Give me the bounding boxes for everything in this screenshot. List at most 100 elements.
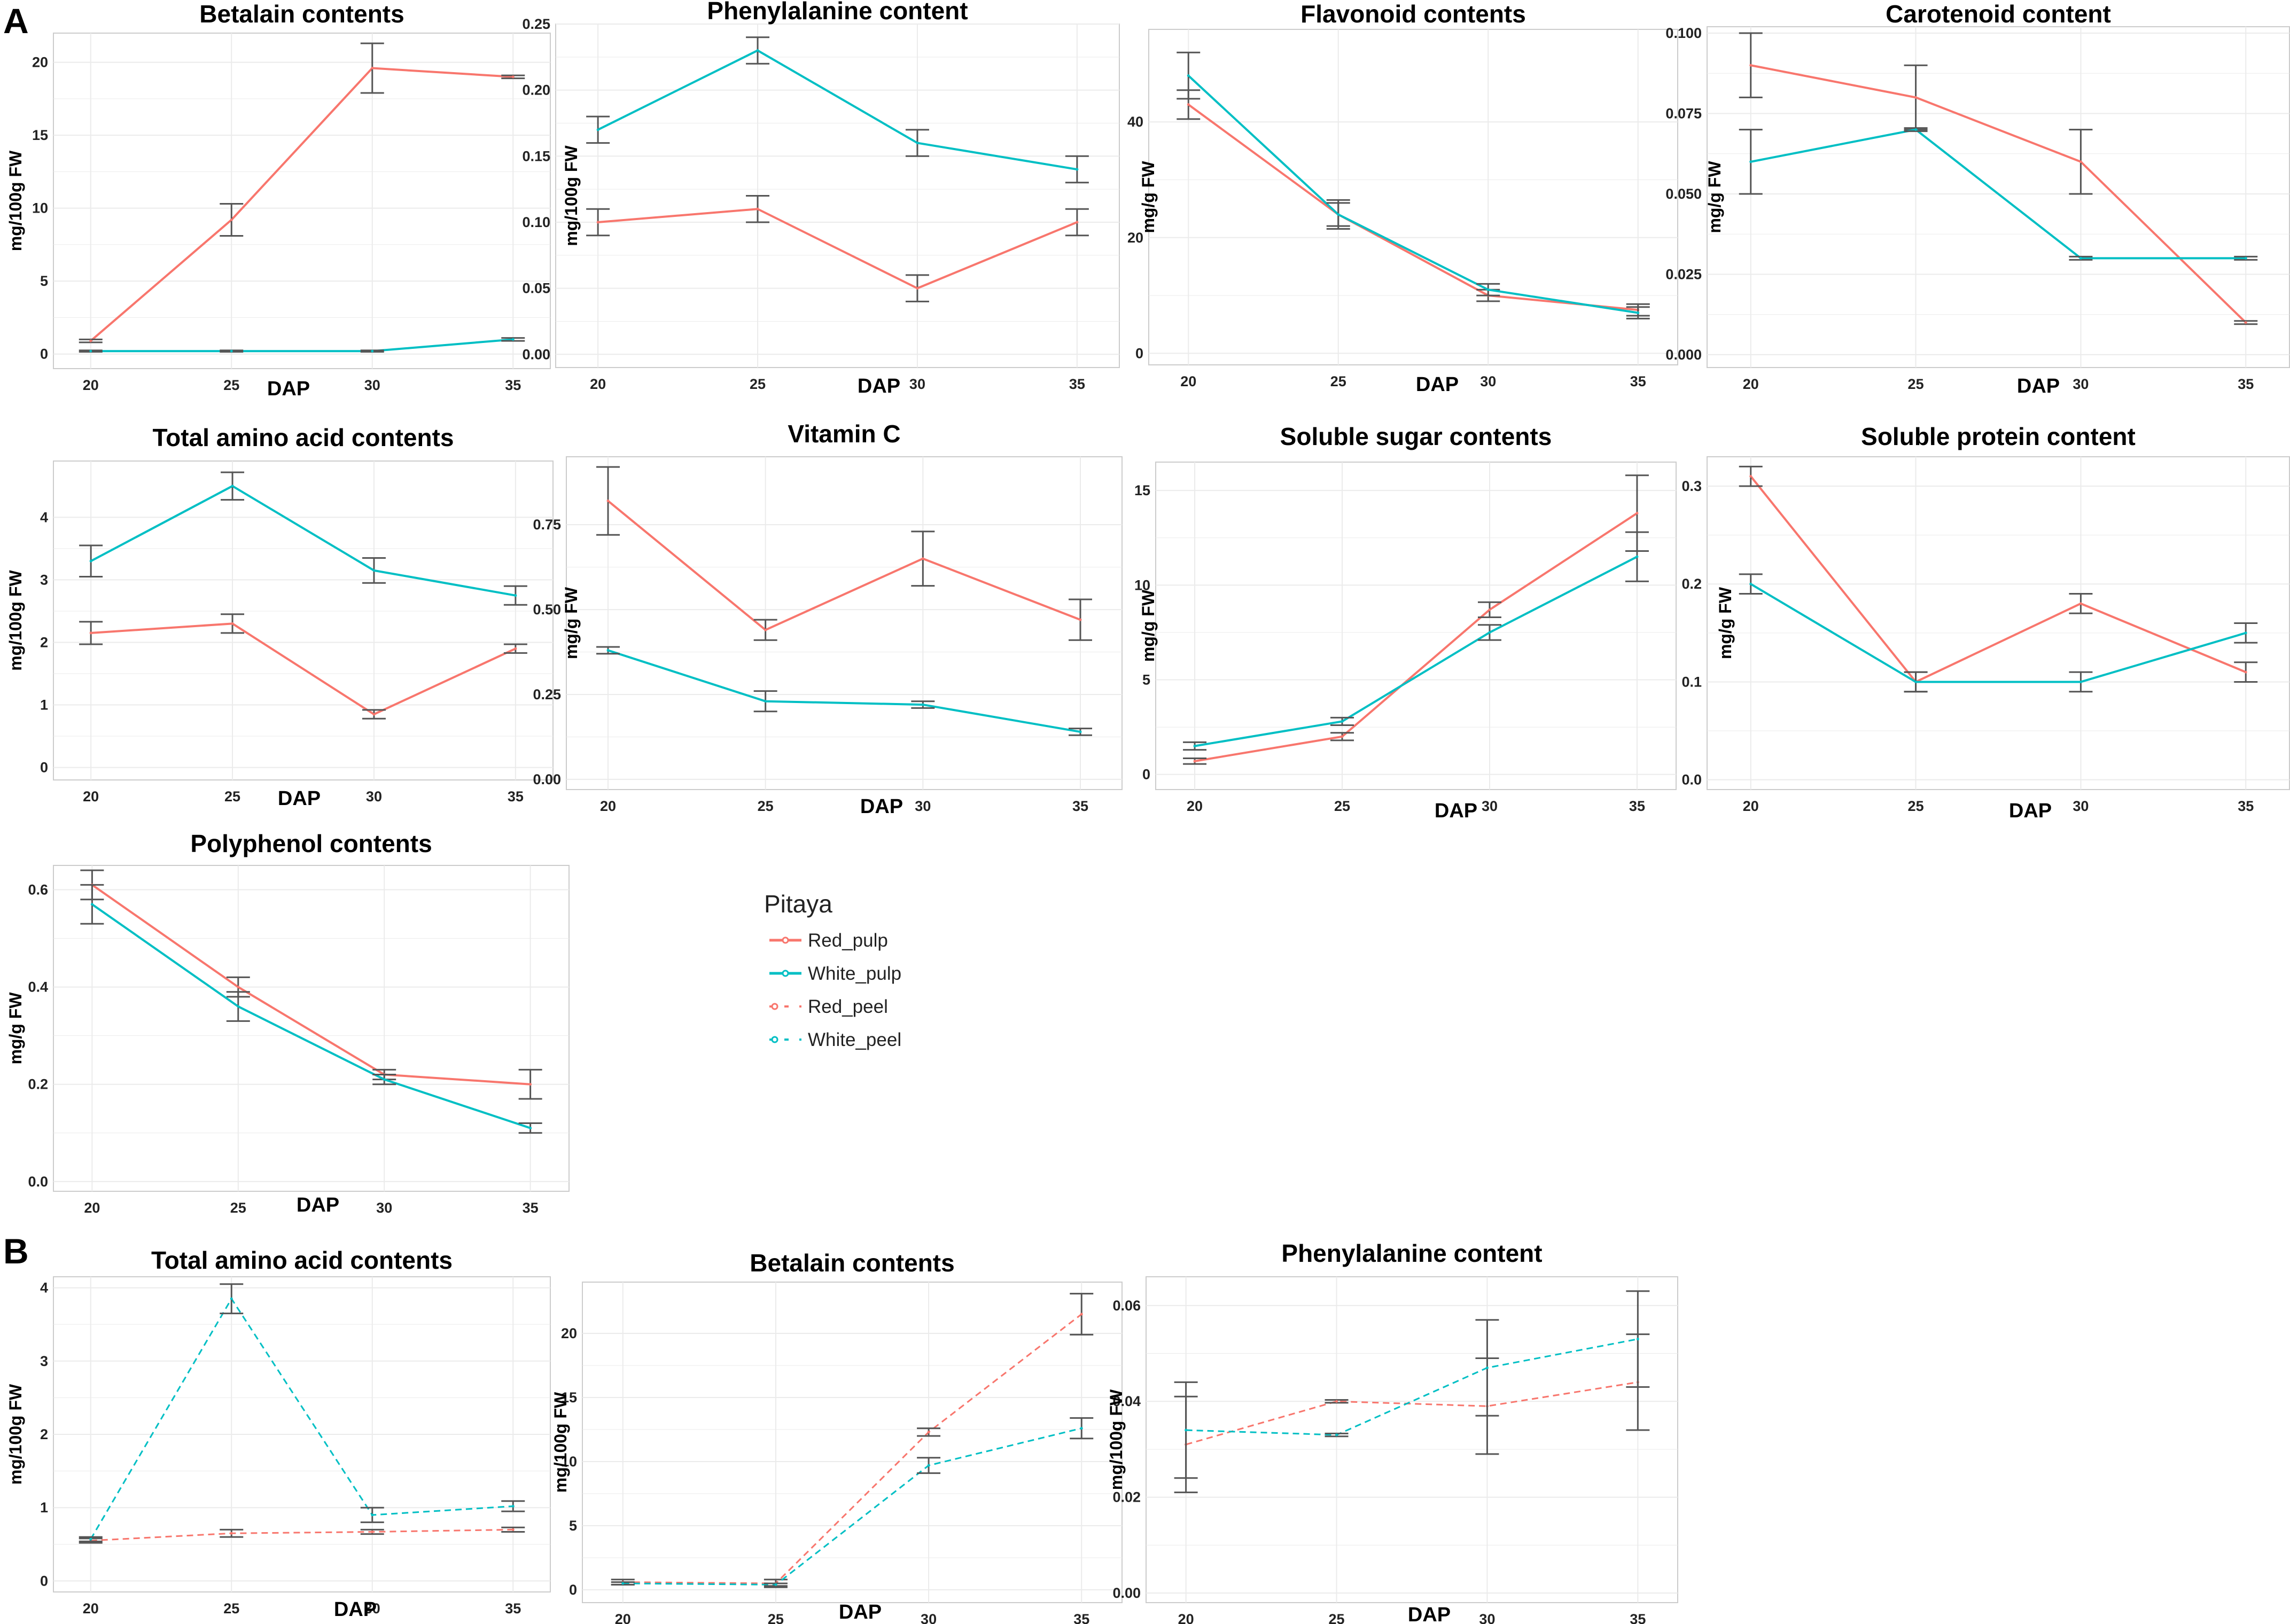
data-point-red-pulp (371, 67, 374, 70)
y-tick-label: 10 (32, 200, 48, 216)
y-tick-label: 5 (1142, 672, 1150, 688)
x-tick-label: 30 (366, 788, 382, 805)
data-point-white-peel (621, 1582, 625, 1585)
legend-item-red-peel: Red_peel (769, 996, 888, 1017)
series-line-white-pulp (90, 338, 513, 353)
data-point-red-peel (1080, 1313, 1083, 1316)
data-point-red-pulp (2079, 602, 2082, 605)
chart-b-amino: 0 1 2 3 4 20 25 30 35 Total amino acid contents DA… (6, 1246, 551, 1621)
y-tick-label: 0 (40, 1573, 48, 1589)
y-axis-label: mg/100g FW (1107, 1389, 1126, 1490)
x-tick-label: 35 (1630, 373, 1646, 389)
chart-title: Flavonoid contents (1300, 0, 1526, 28)
plot-area (566, 456, 1123, 790)
legend-label-red-pulp: Red_pulp (808, 930, 888, 951)
x-axis-label: DAP (2009, 800, 2052, 822)
y-tick-label: 0.05 (522, 280, 550, 296)
x-tick-label: 30 (2073, 376, 2089, 392)
data-point-white-pulp (1187, 74, 1190, 77)
data-point-red-pulp (372, 713, 376, 716)
series-line-white-pulp (597, 49, 1078, 171)
data-point-white-peel (1335, 1433, 1338, 1436)
data-point-white-pulp (529, 1127, 532, 1130)
y-tick-label: 0.6 (28, 882, 48, 898)
y-axis-label: mg/100g FW (562, 145, 581, 246)
panel-label-b: B (3, 1231, 29, 1271)
data-point-white-pulp (89, 559, 92, 563)
y-tick-label: 0.02 (1112, 1489, 1141, 1505)
data-point-white-peel (89, 1537, 92, 1541)
series-line-red-pulp (597, 208, 1078, 290)
data-point-white-pulp (237, 1005, 240, 1008)
y-tick-label: 0 (569, 1582, 577, 1598)
x-axis-label: DAP (267, 378, 310, 400)
series-line-red-pulp (90, 67, 513, 342)
y-tick-label: 0.04 (1112, 1393, 1141, 1409)
y-tick-label: 0.20 (522, 82, 550, 98)
x-tick-label: 25 (223, 1600, 239, 1617)
x-tick-label: 25 (224, 788, 240, 805)
y-axis-label: mg/100g FW (6, 1384, 25, 1485)
x-axis-label: DAP (860, 795, 903, 818)
x-axis-label: DAP (1416, 373, 1459, 396)
x-tick-label: 35 (508, 788, 524, 805)
x-tick-label: 20 (84, 1200, 100, 1216)
x-tick-label: 25 (1330, 373, 1346, 389)
x-tick-label: 20 (83, 1600, 99, 1617)
legend-item-red-pulp: Red_pulp (769, 930, 888, 951)
data-point-red-pulp (764, 628, 767, 631)
series-line-red-peel (1186, 1381, 1638, 1446)
x-tick-label: 35 (1073, 1611, 1089, 1624)
data-point-red-pulp (2079, 160, 2082, 163)
data-point-white-pulp (2244, 256, 2247, 260)
plot-area (53, 460, 554, 780)
data-point-white-pulp (89, 349, 92, 353)
data-point-white-peel (1636, 1338, 1639, 1341)
data-point-red-pulp (756, 207, 759, 210)
chart-a-vitaminc: 0.00 0.25 0.50 0.75 20 25 30 35 Vitamin C DAP mg/g… (533, 420, 1123, 818)
x-tick-label: 25 (1329, 1611, 1345, 1624)
y-tick-label: 0.000 (1665, 347, 1702, 363)
y-tick-label: 5 (569, 1518, 577, 1534)
y-tick-label: 0.25 (533, 686, 561, 702)
data-point-red-pulp (1914, 96, 1918, 99)
y-tick-label: 0.75 (533, 517, 561, 533)
data-point-red-pulp (1749, 64, 1752, 67)
series-line-white-peel (1186, 1338, 1638, 1436)
data-point-red-pulp (89, 631, 92, 635)
y-axis-label: mg/100g FW (6, 150, 25, 251)
x-tick-label: 20 (1180, 373, 1196, 389)
data-point-white-peel (774, 1583, 777, 1586)
x-tick-label: 25 (1334, 798, 1350, 814)
data-point-red-pulp (1488, 608, 1491, 611)
data-point-white-peel (927, 1464, 930, 1467)
data-point-white-pulp (371, 349, 374, 353)
data-point-white-pulp (2244, 631, 2247, 635)
y-tick-label: 5 (40, 273, 48, 289)
plot-area (53, 33, 551, 369)
chart-a-carotenoid: 0.000 0.025 0.050 0.075 0.100 20 25 30 35 Caroten… (1665, 0, 2290, 397)
y-tick-label: 0.00 (522, 346, 550, 362)
chart-b-betalain: 0 5 10 15 20 20 25 30 35 Betalain contents DAP mg/1… (551, 1249, 1123, 1624)
y-tick-label: 0 (1135, 345, 1143, 361)
chart-title: Betalain contents (199, 0, 404, 28)
y-tick-label: 0.100 (1665, 25, 1702, 41)
chart-a-polyphenol: 0.0 0.2 0.4 0.6 20 25 30 35 Polyphenol contents D… (6, 830, 570, 1216)
legend: Pitaya Red_pulp White_pulp Red_peel Whit… (764, 890, 901, 1050)
legend-title: Pitaya (764, 890, 832, 918)
x-tick-label: 30 (364, 1600, 380, 1617)
y-tick-label: 40 (1127, 114, 1143, 130)
y-tick-label: 3 (40, 1353, 48, 1369)
x-tick-label: 30 (921, 1611, 937, 1624)
y-tick-label: 0.10 (522, 214, 550, 230)
y-axis-label: mg/100g FW (6, 569, 25, 670)
x-tick-label: 20 (600, 798, 616, 814)
data-point-white-pulp (1488, 631, 1491, 634)
data-point-white-pulp (90, 903, 94, 906)
legend-item-white-pulp: White_pulp (769, 963, 901, 984)
legend-label-red-peel: Red_peel (808, 996, 888, 1017)
y-axis-label: mg/g FW (1139, 589, 1158, 662)
y-tick-label: 0.00 (533, 771, 561, 787)
data-point-white-pulp (921, 703, 924, 706)
y-tick-label: 0.025 (1665, 266, 1702, 282)
